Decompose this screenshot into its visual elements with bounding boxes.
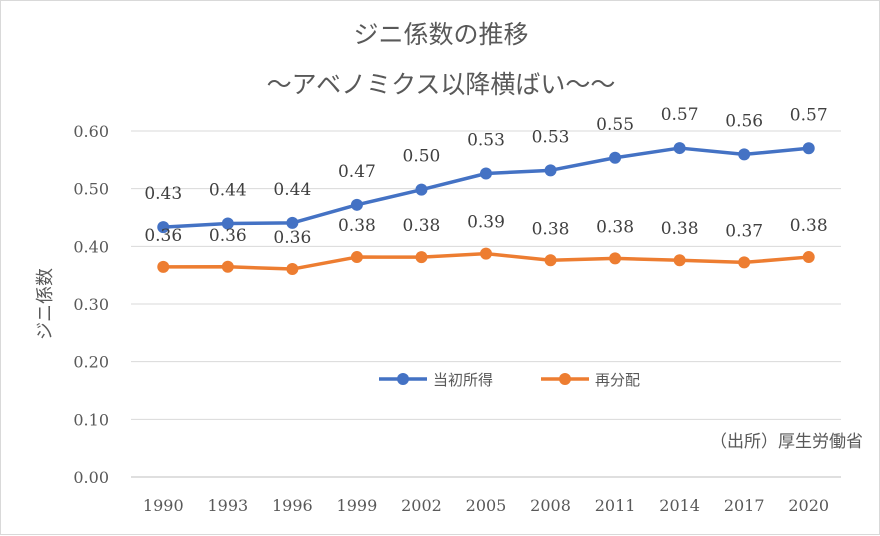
chart-title: ジニ係数の推移 [353,20,528,49]
data-label: 0.47 [338,162,376,182]
data-label: 0.36 [209,226,247,246]
legend-marker [397,373,409,385]
x-tick-label: 2020 [788,496,829,515]
data-labels: 0.43 0.44 0.44 0.47 0.50 0.53 0.53 0.55 0.57 0.56… [144,105,827,248]
data-point [738,256,751,269]
x-tick-label: 2005 [466,496,507,515]
data-point [673,142,686,155]
y-axis-ticks: 0.00 0.10 0.20 0.30 0.40 0.50 0.60 [73,122,109,487]
data-label: 0.50 [403,147,441,167]
chart-subtitle: ～アベノミクス以降横ばい～～ [267,70,616,99]
data-label: 0.44 [209,181,247,201]
data-label: 0.37 [725,221,763,241]
data-label: 0.55 [596,115,634,135]
data-label: 0.38 [790,216,828,236]
legend: 当初所得 再分配 [379,371,640,389]
data-label: 0.57 [790,105,828,125]
data-point [157,260,170,273]
data-label: 0.53 [467,131,505,151]
legend-marker [559,373,571,385]
x-axis-ticks: 1990 1993 1996 1999 2002 2005 2008 2011 2014 2017… [143,496,829,515]
x-tick-label: 2014 [659,496,700,515]
data-label: 0.38 [532,219,570,239]
y-tick-label: 0.50 [73,180,109,199]
x-tick-label: 2002 [401,496,442,515]
data-point [609,252,622,265]
data-point [286,216,299,229]
data-point [221,217,234,230]
x-tick-label: 2008 [530,496,571,515]
gridlines [131,130,841,478]
data-label: 0.36 [144,226,182,246]
data-label: 0.57 [661,105,699,125]
data-point [802,142,815,155]
x-tick-label: 1996 [272,496,313,515]
data-point [350,251,363,264]
data-point [480,247,492,260]
y-tick-label: 0.40 [73,237,109,256]
data-label: 0.38 [338,216,376,236]
x-tick-label: 2011 [595,496,636,515]
x-tick-label: 1993 [207,496,248,515]
x-tick-label: 2017 [724,496,765,515]
legend-entry: 再分配 [595,371,640,389]
data-point [221,260,234,273]
data-point [415,251,428,264]
data-point [480,167,492,180]
data-point [157,221,170,234]
data-point [286,263,299,276]
data-label: 0.56 [725,111,763,131]
data-point [802,251,815,264]
data-point [544,164,557,177]
source-annotation: （出所）厚生労働省 [710,432,863,452]
data-label: 0.43 [144,184,182,204]
data-label: 0.53 [532,127,570,147]
data-label: 0.38 [596,217,634,237]
data-point [609,151,622,164]
data-point [544,254,557,267]
y-tick-label: 0.20 [73,353,109,372]
data-point [673,254,686,267]
y-axis-label: ジニ係数 [35,268,56,340]
series-group [157,142,815,276]
data-label: 0.38 [403,216,441,236]
data-label: 0.38 [661,219,699,239]
y-tick-label: 0.00 [73,468,109,487]
y-tick-label: 0.60 [73,122,109,141]
x-tick-label: 1999 [337,496,378,515]
legend-entry: 当初所得 [433,371,493,389]
y-tick-label: 0.30 [73,295,109,314]
data-point [350,198,363,211]
data-point [415,183,428,196]
data-label: 0.39 [467,213,505,233]
data-label: 0.36 [273,228,311,248]
data-point [738,148,751,161]
x-tick-label: 1990 [143,496,184,515]
data-label: 0.44 [273,180,311,200]
y-tick-label: 0.10 [73,410,109,429]
